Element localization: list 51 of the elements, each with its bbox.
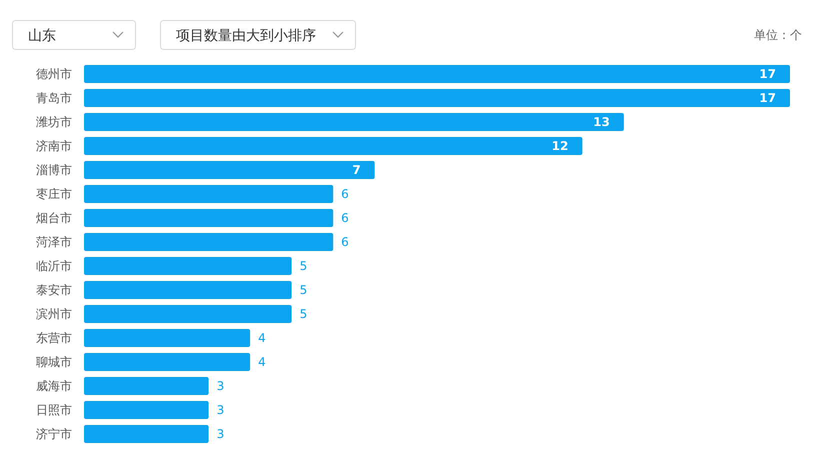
bar [84, 89, 790, 107]
y-tick-label: 济宁市 [36, 427, 72, 442]
bar [84, 281, 292, 299]
y-tick-label: 泰安市 [36, 283, 72, 298]
y-tick-label: 潍坊市 [36, 115, 72, 130]
bar [84, 329, 250, 347]
bar [84, 233, 334, 251]
data-label: 4 [258, 355, 266, 370]
bar [84, 425, 209, 443]
data-label: 6 [341, 211, 349, 226]
y-tick-label: 聊城市 [36, 355, 72, 370]
data-label: 4 [258, 331, 266, 346]
text: 单位：个 [754, 28, 802, 42]
text: 项目数量由大到小排序 [176, 28, 316, 44]
text: 山东 [28, 28, 56, 44]
bar [84, 305, 292, 323]
bar [84, 377, 209, 395]
bar [84, 161, 375, 179]
data-label: 3 [216, 379, 224, 394]
y-tick-label: 济南市 [36, 139, 72, 154]
bar [84, 65, 790, 83]
y-tick-label: 青岛市 [36, 91, 72, 106]
data-label: 6 [341, 187, 349, 202]
data-label: 5 [300, 307, 308, 322]
data-label: 13 [593, 115, 610, 130]
data-label: 17 [759, 91, 776, 106]
y-tick-label: 临沂市 [36, 259, 72, 274]
y-tick-label: 菏泽市 [36, 235, 72, 250]
data-label: 3 [216, 403, 224, 418]
data-label: 7 [352, 163, 361, 178]
data-label: 5 [300, 259, 308, 274]
data-label: 3 [216, 427, 224, 442]
data-label: 5 [300, 283, 308, 298]
bar [84, 209, 334, 227]
bar [84, 401, 209, 419]
data-label: 17 [759, 67, 776, 82]
bar [84, 185, 334, 203]
bar [84, 257, 292, 275]
y-tick-label: 威海市 [36, 379, 72, 394]
data-label: 6 [341, 235, 349, 250]
y-tick-label: 烟台市 [36, 211, 72, 226]
y-tick-label: 日照市 [36, 403, 72, 418]
y-tick-label: 滨州市 [36, 307, 72, 322]
y-tick-label: 淄博市 [36, 163, 72, 178]
data-label: 12 [552, 139, 568, 154]
bar [84, 353, 250, 371]
y-tick-label: 德州市 [36, 67, 72, 82]
y-tick-label: 东营市 [36, 331, 72, 346]
bar [84, 113, 624, 131]
y-tick-label: 枣庄市 [36, 187, 72, 202]
bar [84, 137, 582, 155]
